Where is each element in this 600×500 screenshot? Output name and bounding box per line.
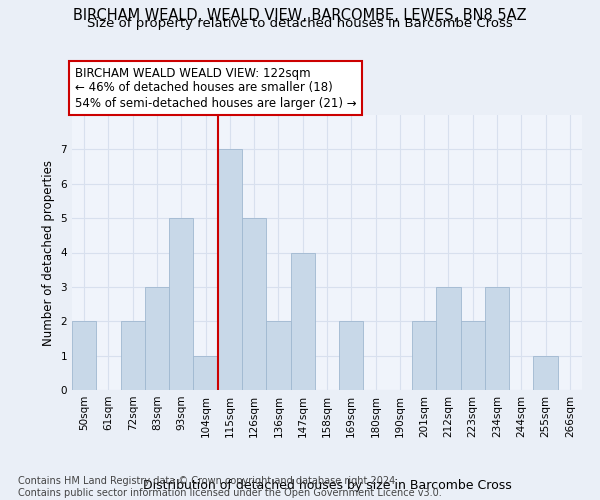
Bar: [461, 322, 485, 390]
Bar: [533, 356, 558, 390]
Text: BIRCHAM WEALD, WEALD VIEW, BARCOMBE, LEWES, BN8 5AZ: BIRCHAM WEALD, WEALD VIEW, BARCOMBE, LEW…: [73, 8, 527, 22]
Bar: [193, 356, 218, 390]
Text: BIRCHAM WEALD WEALD VIEW: 122sqm
← 46% of detached houses are smaller (18)
54% o: BIRCHAM WEALD WEALD VIEW: 122sqm ← 46% o…: [74, 66, 356, 110]
Y-axis label: Number of detached properties: Number of detached properties: [42, 160, 55, 346]
Bar: [242, 218, 266, 390]
Text: Size of property relative to detached houses in Barcombe Cross: Size of property relative to detached ho…: [87, 18, 513, 30]
Bar: [169, 218, 193, 390]
Bar: [485, 287, 509, 390]
Bar: [266, 322, 290, 390]
X-axis label: Distribution of detached houses by size in Barcombe Cross: Distribution of detached houses by size …: [143, 478, 511, 492]
Text: Contains HM Land Registry data © Crown copyright and database right 2024.
Contai: Contains HM Land Registry data © Crown c…: [18, 476, 442, 498]
Bar: [436, 287, 461, 390]
Bar: [72, 322, 96, 390]
Bar: [290, 252, 315, 390]
Bar: [145, 287, 169, 390]
Bar: [218, 150, 242, 390]
Bar: [121, 322, 145, 390]
Bar: [412, 322, 436, 390]
Bar: [339, 322, 364, 390]
